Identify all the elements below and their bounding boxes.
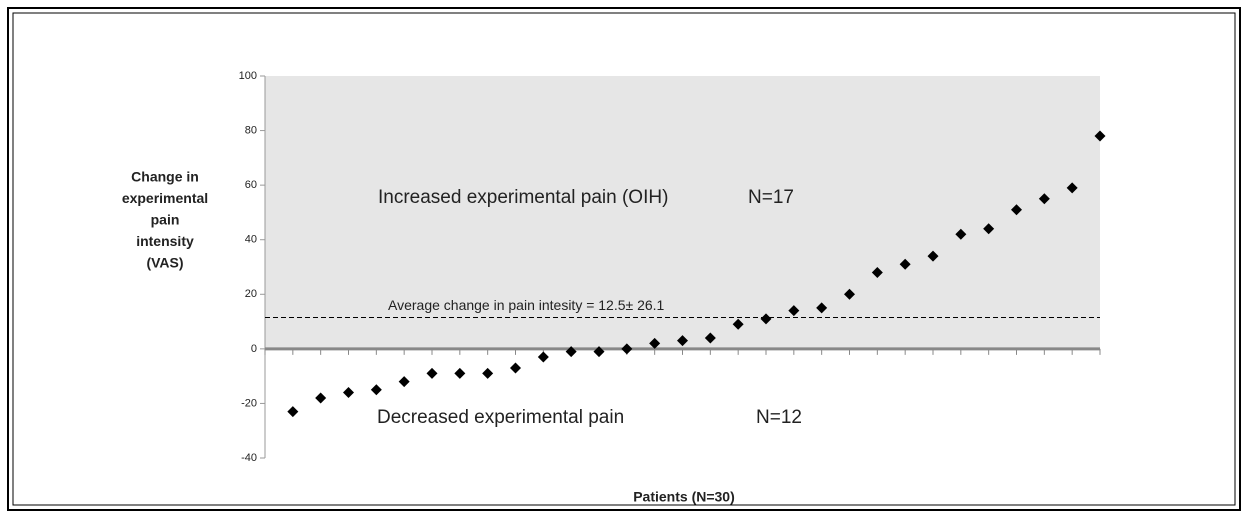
- data-point: [565, 346, 577, 358]
- data-point: [704, 332, 716, 344]
- data-point: [816, 302, 828, 314]
- y-tick-label: -20: [241, 397, 257, 409]
- y-tick-label: 80: [245, 124, 257, 136]
- data-point: [927, 250, 939, 262]
- y-axis-label: experimental: [122, 190, 208, 206]
- annotation: Decreased experimental pain: [377, 407, 624, 428]
- y-axis-label: Change in: [131, 169, 199, 185]
- data-point: [677, 335, 688, 347]
- y-tick-label: -40: [241, 452, 257, 464]
- data-point: [1094, 130, 1106, 142]
- data-point: [482, 367, 494, 379]
- data-point: [621, 343, 633, 355]
- annotation: Increased experimental pain (OIH): [378, 187, 668, 208]
- y-axis-label: (VAS): [146, 255, 183, 271]
- data-point: [398, 376, 410, 388]
- data-point: [732, 318, 744, 330]
- data-point: [510, 362, 521, 374]
- data-point: [844, 288, 855, 300]
- y-axis-label: pain: [151, 212, 180, 228]
- data-point: [315, 392, 327, 404]
- frame-inner: [12, 12, 1236, 506]
- data-point: [1066, 182, 1078, 194]
- frame-outer: [7, 7, 1241, 511]
- y-tick-label: 40: [245, 234, 257, 246]
- data-point: [343, 387, 354, 399]
- data-point: [955, 228, 967, 240]
- y-tick-label: 20: [245, 288, 257, 300]
- positive-region: [265, 76, 1100, 349]
- y-tick-label: 0: [251, 343, 257, 355]
- data-point: [537, 351, 549, 363]
- data-point: [760, 313, 772, 325]
- data-point: [1038, 193, 1050, 205]
- data-point: [287, 406, 299, 418]
- data-point: [871, 266, 883, 278]
- data-point: [593, 346, 605, 358]
- data-point: [370, 384, 382, 396]
- data-point: [788, 305, 800, 317]
- data-point: [426, 367, 438, 379]
- data-point: [1011, 204, 1022, 216]
- y-axis-label: intensity: [136, 233, 194, 249]
- y-tick-label: 60: [245, 179, 257, 191]
- annotation: N=17: [748, 187, 794, 208]
- annotation: N=12: [756, 407, 802, 428]
- data-point: [649, 337, 661, 349]
- data-point: [899, 258, 911, 270]
- y-tick-label: 100: [239, 70, 257, 82]
- data-point: [983, 223, 995, 235]
- data-point: [454, 367, 466, 379]
- x-axis-label: Patients (N=30): [633, 489, 735, 505]
- average-label: Average change in pain intesity = 12.5± …: [388, 297, 665, 313]
